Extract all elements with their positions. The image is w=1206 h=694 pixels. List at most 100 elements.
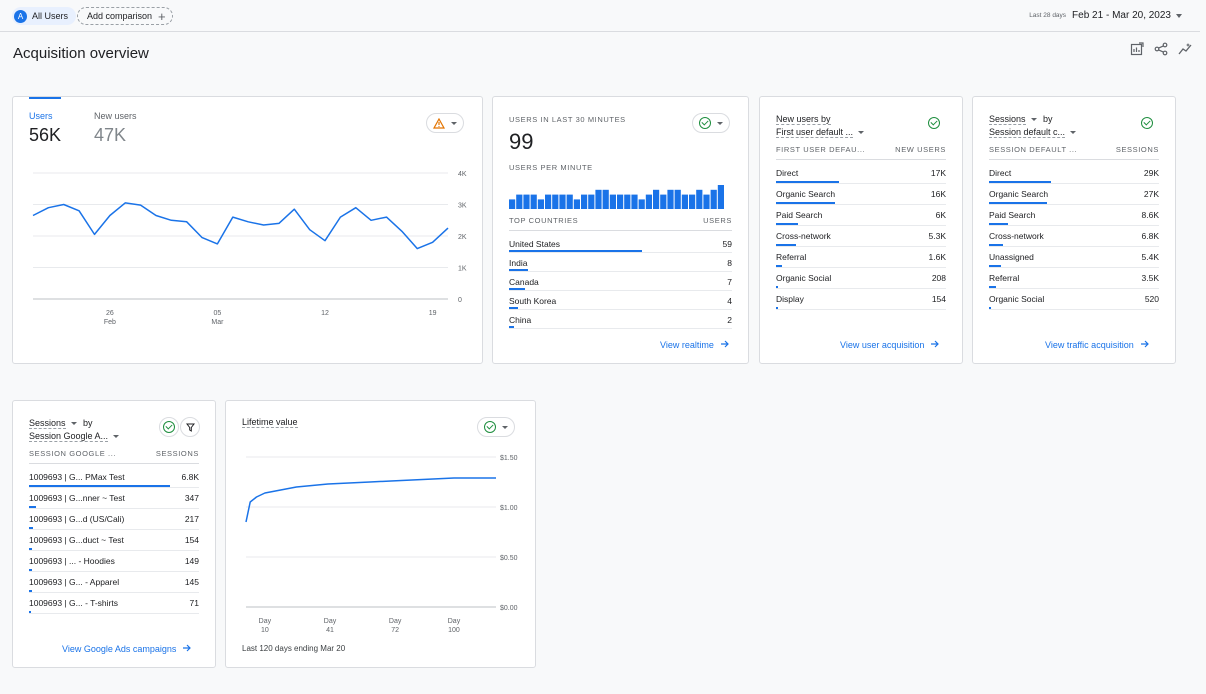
view-google-ads-campaigns-link[interactable]: View Google Ads campaigns — [62, 643, 192, 655]
check-circle-icon — [699, 117, 711, 129]
dimension-selector[interactable]: Session default c... — [989, 127, 1066, 138]
table-row[interactable]: 1009693 | G...duct ~ Test 154 — [29, 530, 199, 551]
dimension-column-header: TOP COUNTRIES — [509, 216, 579, 225]
per-minute-bar — [653, 189, 660, 209]
row-value-bar — [29, 527, 34, 529]
edit-report-icon[interactable] — [1130, 42, 1144, 56]
dimension-selector[interactable]: First user default ... — [776, 127, 854, 138]
check-circle-icon — [484, 421, 496, 433]
table-row[interactable]: 1009693 | G... - Apparel 145 — [29, 572, 199, 593]
table-row[interactable]: Paid Search 6K — [776, 205, 946, 226]
per-minute-bar — [530, 194, 537, 209]
data-quality-button[interactable] — [924, 113, 944, 133]
row-value: 154 — [931, 294, 946, 304]
x-tick-label: 12 — [321, 310, 329, 317]
y-tick-label: $1.00 — [500, 505, 518, 512]
table-row[interactable]: Paid Search 8.6K — [989, 205, 1159, 226]
row-label: South Korea — [509, 296, 557, 306]
table-row[interactable]: Cross-network 5.3K — [776, 226, 946, 247]
table-row[interactable]: 1009693 | G...d (US/Cali) 217 — [29, 509, 199, 530]
table-row[interactable]: United States 59 — [509, 234, 732, 253]
per-minute-bar — [523, 194, 530, 209]
x-tick-month-label: Mar — [211, 319, 224, 326]
check-circle-icon — [928, 117, 940, 129]
users-metric-label: Users — [29, 111, 53, 121]
data-quality-button[interactable] — [477, 417, 515, 437]
view-realtime-label: View realtime — [660, 340, 714, 350]
table-row[interactable]: Canada 7 — [509, 272, 732, 291]
x-tick-label: Day — [448, 618, 461, 625]
x-tick-day-label: 72 — [391, 627, 399, 634]
per-minute-bar — [638, 199, 645, 209]
card-title: Sessions by Session default c... — [989, 113, 1077, 139]
per-minute-bar — [602, 189, 609, 209]
realtime-title: USERS IN LAST 30 MINUTES — [509, 115, 626, 124]
row-value: 71 — [189, 598, 199, 608]
row-value: 8 — [727, 258, 732, 268]
row-value-bar — [29, 611, 31, 613]
row-label: United States — [509, 239, 561, 249]
table-row[interactable]: Direct 17K — [776, 163, 946, 184]
page-title: Acquisition overview — [13, 45, 149, 62]
metric-column-header: NEW USERS — [895, 145, 946, 154]
table-row[interactable]: Organic Social 208 — [776, 268, 946, 289]
row-label: China — [509, 315, 532, 325]
table-row[interactable]: 1009693 | G... PMax Test 6.8K — [29, 467, 199, 488]
realtime-card: USERS IN LAST 30 MINUTES 99 USERS PER MI… — [492, 96, 749, 364]
per-minute-bar — [710, 189, 717, 209]
chevron-down-icon — [1030, 118, 1037, 122]
per-minute-bar — [645, 194, 652, 209]
filter-button[interactable] — [180, 417, 200, 437]
date-range-label: Feb 21 - Mar 20, 2023 — [1072, 10, 1171, 21]
view-realtime-link[interactable]: View realtime — [660, 339, 730, 351]
view-traffic-acquisition-link[interactable]: View traffic acquisition — [1045, 339, 1150, 351]
data-quality-button[interactable] — [159, 417, 179, 437]
table-row[interactable]: 1009693 | G...nner ~ Test 347 — [29, 488, 199, 509]
per-minute-bar — [717, 185, 724, 209]
insights-icon[interactable] — [1178, 42, 1192, 56]
row-value: 5.3K — [928, 231, 947, 241]
dimension-selector[interactable]: Session Google A... — [29, 431, 109, 442]
table-row[interactable]: Organic Search 16K — [776, 184, 946, 205]
row-label: Organic Social — [776, 273, 832, 283]
table-row[interactable]: 1009693 | G... - T-shirts 71 — [29, 593, 199, 614]
view-user-acquisition-link[interactable]: View user acquisition — [840, 339, 940, 351]
data-quality-button[interactable] — [426, 113, 464, 133]
table-row[interactable]: Unassigned 5.4K — [989, 247, 1159, 268]
table-row[interactable]: Referral 3.5K — [989, 268, 1159, 289]
table-row[interactable]: 1009693 | ... - Hoodies 149 — [29, 551, 199, 572]
per-minute-bar — [703, 194, 710, 209]
table-row[interactable]: Organic Search 27K — [989, 184, 1159, 205]
metric-selector[interactable]: Sessions — [29, 418, 66, 429]
table-row[interactable]: China 2 — [509, 310, 732, 329]
data-quality-button[interactable] — [692, 113, 730, 133]
table-row[interactable]: Referral 1.6K — [776, 247, 946, 268]
lifetime-value-footer: Last 120 days ending Mar 20 — [242, 644, 346, 653]
metric-selector[interactable]: Sessions — [989, 114, 1026, 125]
row-value: 8.6K — [1141, 210, 1160, 220]
row-label: Organic Search — [989, 189, 1049, 199]
row-value: 149 — [184, 556, 199, 566]
table-row[interactable]: Display 154 — [776, 289, 946, 310]
lifetime-value-series-line — [245, 477, 496, 523]
share-icon[interactable] — [1154, 42, 1168, 56]
row-value-bar — [776, 181, 839, 183]
row-value-bar — [776, 265, 782, 267]
date-range-picker[interactable]: Last 28 days Feb 21 - Mar 20, 2023 — [1029, 10, 1182, 21]
table-row[interactable]: India 8 — [509, 253, 732, 272]
row-value: 6.8K — [1141, 231, 1160, 241]
audience-chip[interactable]: A All Users — [12, 7, 77, 25]
table-row[interactable]: Cross-network 6.8K — [989, 226, 1159, 247]
row-label: Organic Search — [776, 189, 836, 199]
table-row[interactable]: South Korea 4 — [509, 291, 732, 310]
data-quality-button[interactable] — [1137, 113, 1157, 133]
warning-icon — [433, 117, 445, 129]
row-value-bar — [509, 269, 528, 271]
row-label: Canada — [509, 277, 539, 287]
table-row[interactable]: Direct 29K — [989, 163, 1159, 184]
realtime-value: 99 — [509, 129, 534, 154]
row-label: 1009693 | G... PMax Test — [29, 472, 125, 482]
table-row[interactable]: Organic Social 520 — [989, 289, 1159, 310]
row-label: 1009693 | G... - T-shirts — [29, 598, 118, 608]
add-comparison-button[interactable]: Add comparison + — [77, 7, 173, 25]
